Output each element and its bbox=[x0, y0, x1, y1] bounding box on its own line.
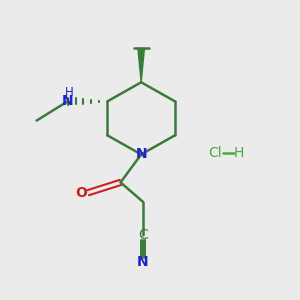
Text: C: C bbox=[138, 228, 148, 242]
Polygon shape bbox=[138, 48, 144, 82]
Text: N: N bbox=[135, 147, 147, 161]
Text: Cl: Cl bbox=[208, 146, 222, 160]
Text: N: N bbox=[62, 94, 74, 108]
Text: O: O bbox=[75, 186, 87, 200]
Text: H: H bbox=[65, 86, 74, 99]
Text: N: N bbox=[137, 255, 148, 269]
Text: H: H bbox=[233, 146, 244, 160]
